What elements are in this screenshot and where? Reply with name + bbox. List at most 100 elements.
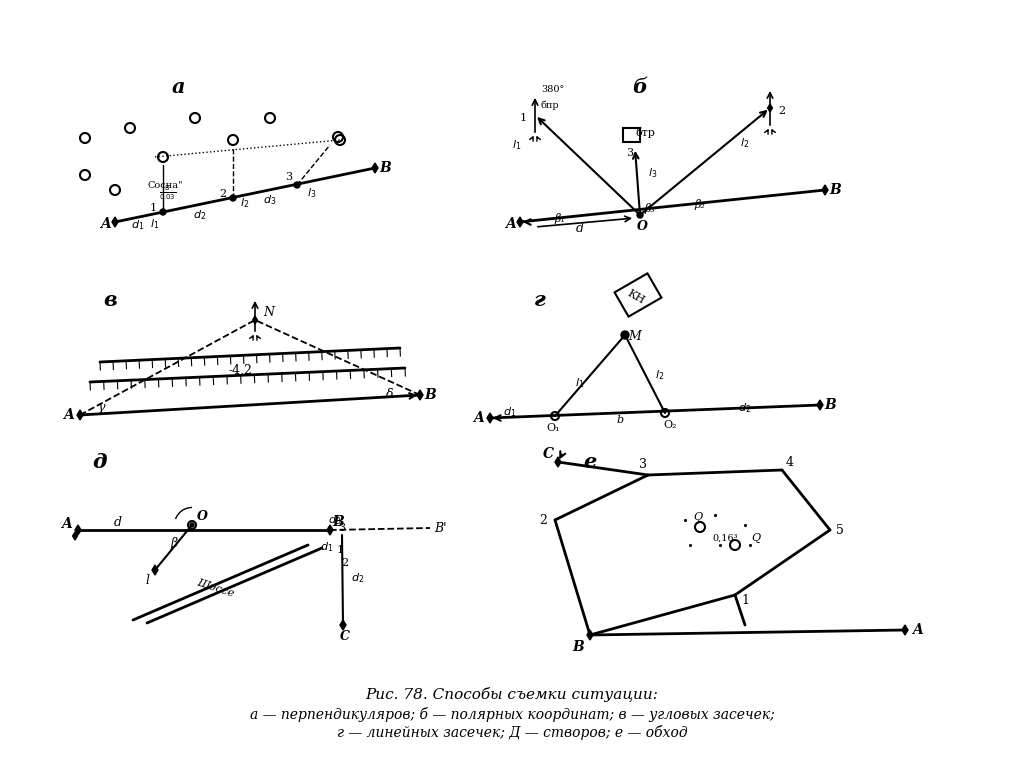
- Text: C: C: [543, 447, 554, 461]
- Text: $l_2$: $l_2$: [241, 196, 250, 210]
- Text: 1: 1: [337, 545, 344, 555]
- Text: 1: 1: [150, 203, 157, 213]
- Text: B: B: [829, 183, 841, 197]
- Text: B: B: [379, 161, 391, 175]
- Text: B: B: [332, 515, 344, 529]
- Text: β₃: β₃: [644, 202, 655, 213]
- Polygon shape: [587, 630, 593, 640]
- Text: B: B: [824, 398, 836, 412]
- Text: 1: 1: [519, 113, 526, 123]
- Polygon shape: [372, 163, 378, 173]
- Text: 4: 4: [786, 456, 794, 469]
- Text: B': B': [434, 522, 446, 535]
- Text: 3: 3: [339, 523, 345, 533]
- Polygon shape: [555, 457, 561, 467]
- Text: l: l: [145, 574, 150, 587]
- Text: Сосна": Сосна": [148, 180, 183, 189]
- Polygon shape: [75, 525, 81, 535]
- Text: $l_1$: $l_1$: [151, 217, 160, 231]
- Text: 2: 2: [539, 513, 547, 526]
- Text: B: B: [572, 640, 584, 654]
- Text: Шоссе: Шоссе: [196, 578, 234, 599]
- Text: O₂: O₂: [664, 420, 677, 430]
- Polygon shape: [340, 620, 346, 630]
- Text: δ: δ: [386, 387, 394, 400]
- Polygon shape: [327, 525, 333, 535]
- Text: d: d: [575, 222, 584, 235]
- Text: $d_2$: $d_2$: [351, 571, 365, 585]
- Text: γ: γ: [98, 401, 105, 414]
- Circle shape: [190, 523, 194, 527]
- Polygon shape: [817, 400, 823, 410]
- Text: M: M: [629, 331, 641, 344]
- Text: $d_1$: $d_1$: [504, 405, 517, 419]
- Polygon shape: [77, 410, 83, 420]
- Text: β: β: [170, 536, 177, 549]
- Text: $l_1$: $l_1$: [512, 138, 521, 152]
- Polygon shape: [152, 565, 158, 575]
- Text: в: в: [103, 290, 117, 310]
- Text: -4,2: -4,2: [228, 364, 252, 377]
- Text: δтр: δтр: [635, 127, 655, 139]
- Text: d: d: [114, 515, 122, 528]
- Polygon shape: [902, 625, 908, 635]
- Polygon shape: [517, 217, 523, 227]
- Polygon shape: [112, 217, 118, 227]
- Text: $l_2$: $l_2$: [655, 368, 665, 382]
- Text: $l_1$: $l_1$: [575, 376, 585, 390]
- Text: 380°: 380°: [542, 85, 564, 94]
- Text: β₁: β₁: [555, 212, 565, 223]
- Text: A: A: [60, 517, 72, 531]
- Text: A: A: [62, 408, 74, 422]
- Text: Рис. 78. Способы съемки ситуации:: Рис. 78. Способы съемки ситуации:: [366, 687, 658, 703]
- Text: $d_2$: $d_2$: [194, 208, 207, 222]
- Polygon shape: [768, 104, 772, 112]
- Polygon shape: [73, 532, 78, 540]
- Text: 3: 3: [286, 172, 293, 182]
- Text: $d_1$: $d_1$: [321, 540, 334, 554]
- Text: 0,16³: 0,16³: [713, 534, 737, 542]
- Text: КН: КН: [626, 288, 646, 306]
- Text: A: A: [505, 217, 515, 231]
- Text: β₂: β₂: [694, 199, 706, 210]
- Text: а: а: [171, 77, 184, 97]
- Text: O₁: O₁: [546, 423, 560, 433]
- Text: г: г: [535, 290, 546, 310]
- Text: b: b: [616, 415, 624, 425]
- Text: 2: 2: [341, 558, 348, 568]
- Text: б: б: [633, 77, 647, 97]
- Text: бпр: бпр: [541, 100, 559, 110]
- Text: A: A: [473, 411, 483, 425]
- Polygon shape: [417, 390, 423, 400]
- Text: $l_3$: $l_3$: [307, 186, 316, 200]
- Circle shape: [160, 209, 166, 215]
- Text: 2: 2: [219, 189, 226, 199]
- Text: B: B: [424, 388, 436, 402]
- Text: Q: Q: [693, 512, 702, 522]
- Polygon shape: [253, 316, 257, 324]
- Text: 3: 3: [639, 459, 647, 472]
- Text: $l_3$: $l_3$: [648, 166, 657, 180]
- Text: N: N: [263, 305, 274, 318]
- Text: $\frac{8}{0.03}$: $\frac{8}{0.03}$: [160, 184, 176, 202]
- Text: A: A: [911, 623, 923, 637]
- Text: 5: 5: [836, 524, 844, 536]
- Circle shape: [294, 182, 300, 188]
- Text: O: O: [637, 220, 647, 233]
- Text: O: O: [197, 511, 208, 524]
- Circle shape: [621, 331, 629, 339]
- Text: Q: Q: [752, 533, 761, 543]
- Text: д: д: [93, 452, 108, 472]
- Text: $d_3$: $d_3$: [263, 193, 276, 207]
- Text: $l_2$: $l_2$: [740, 136, 750, 150]
- Text: 2: 2: [778, 106, 785, 116]
- Text: $d_1$: $d_1$: [131, 218, 144, 232]
- Text: A: A: [99, 217, 111, 231]
- Text: а — перпендикуляров; б — полярных координат; в — угловых засечек;: а — перпендикуляров; б — полярных коорди…: [250, 707, 774, 723]
- Text: $d_2$: $d_2$: [738, 401, 752, 415]
- Text: 3: 3: [627, 148, 634, 158]
- Polygon shape: [487, 413, 493, 423]
- Polygon shape: [822, 185, 828, 195]
- Text: C: C: [340, 630, 350, 644]
- Text: 1: 1: [741, 594, 749, 607]
